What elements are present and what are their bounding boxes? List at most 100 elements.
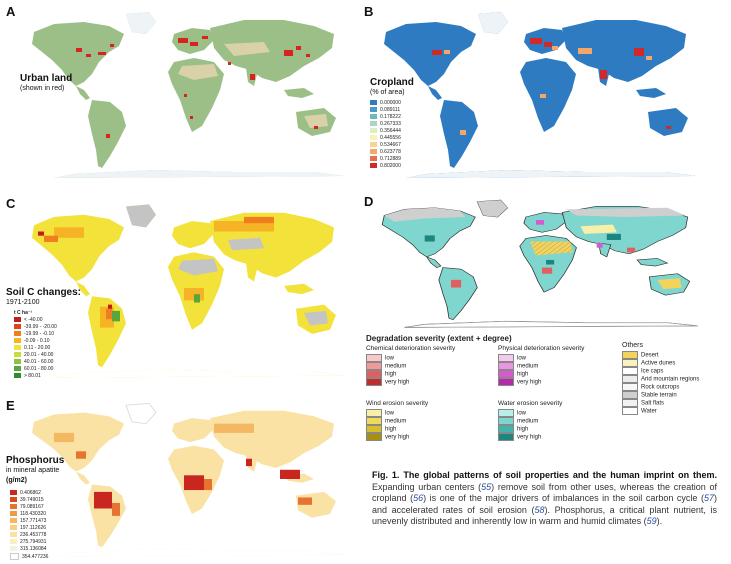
legend-label: very high <box>385 379 410 386</box>
phosphorus-map <box>14 396 360 562</box>
legend-row: 354.477236 <box>10 553 48 560</box>
legend-row: -39.99 - -20.00 <box>14 324 57 331</box>
legend-label: high <box>385 426 397 433</box>
panel-letter-a: A <box>6 4 16 19</box>
group-title: Wind erosion severity <box>366 400 429 407</box>
legend-value: 40.01 - 60.00 <box>24 359 54 365</box>
group-title: Physical deterioration severity <box>498 345 585 352</box>
legend-value: 0.178222 <box>380 114 401 120</box>
legend-swatch <box>498 409 514 417</box>
soil-c-label: Soil C changes: <box>6 287 82 298</box>
legend-swatch <box>498 362 514 370</box>
legend-item: Salt flats <box>622 399 699 407</box>
legend-item: high <box>498 425 562 433</box>
legend-swatch <box>622 407 638 415</box>
legend-row: 79.089167 <box>10 504 48 511</box>
legend-swatch <box>498 354 514 362</box>
reference-link[interactable]: 59 <box>646 516 657 526</box>
legend-label: high <box>517 371 529 378</box>
reference-link[interactable]: 56 <box>413 493 424 503</box>
panel-letter-d: D <box>364 194 374 209</box>
legend-swatch <box>14 345 21 351</box>
legend-value: 60.01 - 80.00 <box>24 366 54 372</box>
panel-letter-e: E <box>6 398 15 413</box>
legend-unit: t C ha⁻¹ <box>14 310 33 316</box>
legend-item: very high <box>366 433 428 441</box>
legend-swatch <box>10 497 17 503</box>
legend-swatch <box>14 366 21 372</box>
legend-value: 79.089167 <box>20 504 44 510</box>
panel-letter-c: C <box>6 196 16 211</box>
legend-label: low <box>385 410 395 417</box>
legend-swatch <box>370 128 377 134</box>
legend-swatch <box>370 149 377 155</box>
legend-swatch <box>370 142 377 148</box>
legend-item: medium <box>366 362 455 370</box>
legend-swatch <box>366 378 382 386</box>
legend-row: 0.11 - 20.00 <box>14 345 57 352</box>
legend-value: 354.477236 <box>22 553 49 560</box>
legend-value: 0.11 - 20.00 <box>24 345 51 351</box>
legend-row: 0.802000 <box>370 163 401 170</box>
legend-value: 20.01 - 40.00 <box>24 352 54 358</box>
legend-item: very high <box>498 433 562 441</box>
legend-swatch <box>498 370 514 378</box>
chemical-group: Chemical deterioration severity low medi… <box>366 345 455 386</box>
legend-row: < -40.00 <box>14 317 57 324</box>
legend-value: 118.430320 <box>20 511 47 517</box>
legend-row: 39.749015 <box>10 497 48 504</box>
legend-label: Rock outcrops <box>641 384 680 391</box>
panel-a: A Urban land (shown in red) <box>0 0 360 190</box>
legend-label: medium <box>517 363 539 370</box>
legend-value: -39.99 - -20.00 <box>24 324 57 330</box>
legend-row: 60.01 - 80.00 <box>14 366 57 373</box>
legend-swatch <box>14 324 21 330</box>
legend-item: Ice caps <box>622 367 699 375</box>
panel-c-title: Soil C changes: 1971-2100 <box>6 288 81 308</box>
degradation-legend-title: Degradation severity (extent + degree) <box>366 334 512 343</box>
reference-link[interactable]: 55 <box>481 481 492 492</box>
group-title: Others <box>622 342 644 349</box>
legend-item: Rock outcrops <box>622 383 699 391</box>
legend-row: 0.445556 <box>370 135 401 142</box>
legend-label: Salt flats <box>641 400 665 407</box>
legend-swatch <box>366 425 382 433</box>
reference-link[interactable]: 58 <box>534 504 545 515</box>
phosphorus-legend: 0.406862 39.749015 79.089167 118.430320 … <box>10 490 48 560</box>
legend-row: -19.99 - -0.10 <box>14 331 57 338</box>
panel-b: B Cropland (% of area) 0.000000 0.089111… <box>362 0 731 190</box>
legend-swatch <box>498 425 514 433</box>
legend-row: 315.136084 <box>10 546 48 553</box>
cropland-label: Cropland <box>370 77 414 88</box>
legend-value: 0.802000 <box>380 163 401 169</box>
legend-swatch <box>622 383 638 391</box>
panel-d: D <box>362 192 731 442</box>
cropland-legend: 0.000000 0.089111 0.178222 0.267333 0.35… <box>370 100 401 170</box>
legend-label: Arid mountain regions <box>641 376 700 383</box>
legend-swatch <box>366 370 382 378</box>
wind-group: Wind erosion severity low medium high ve… <box>366 400 428 441</box>
legend-swatch <box>498 378 514 386</box>
legend-swatch <box>622 359 638 367</box>
legend-label: medium <box>385 363 407 370</box>
legend-swatch <box>14 331 21 337</box>
caption-title: Fig. 1. The global patterns of soil prop… <box>372 470 717 480</box>
panel-letter-b: B <box>364 4 374 19</box>
legend-swatch <box>10 546 17 552</box>
legend-label: low <box>517 355 527 362</box>
legend-swatch <box>10 525 17 531</box>
legend-item: Desert <box>622 351 699 359</box>
reference-link[interactable]: 57 <box>703 493 714 503</box>
others-group: Others Desert Active dunes Ice caps Arid… <box>622 342 699 415</box>
figure-caption: Fig. 1. The global patterns of soil prop… <box>372 470 717 528</box>
legend-label: low <box>385 355 395 362</box>
legend-swatch <box>366 354 382 362</box>
legend-label: medium <box>385 418 407 425</box>
legend-swatch <box>10 553 19 560</box>
legend-value: 39.749015 <box>20 497 44 503</box>
legend-value: 0.356444 <box>380 128 401 134</box>
legend-label: medium <box>517 418 539 425</box>
soil-c-sublabel: 1971-2100 <box>6 299 40 306</box>
legend-row: 236.453778 <box>10 532 48 539</box>
legend-row: 197.112626 <box>10 525 48 532</box>
